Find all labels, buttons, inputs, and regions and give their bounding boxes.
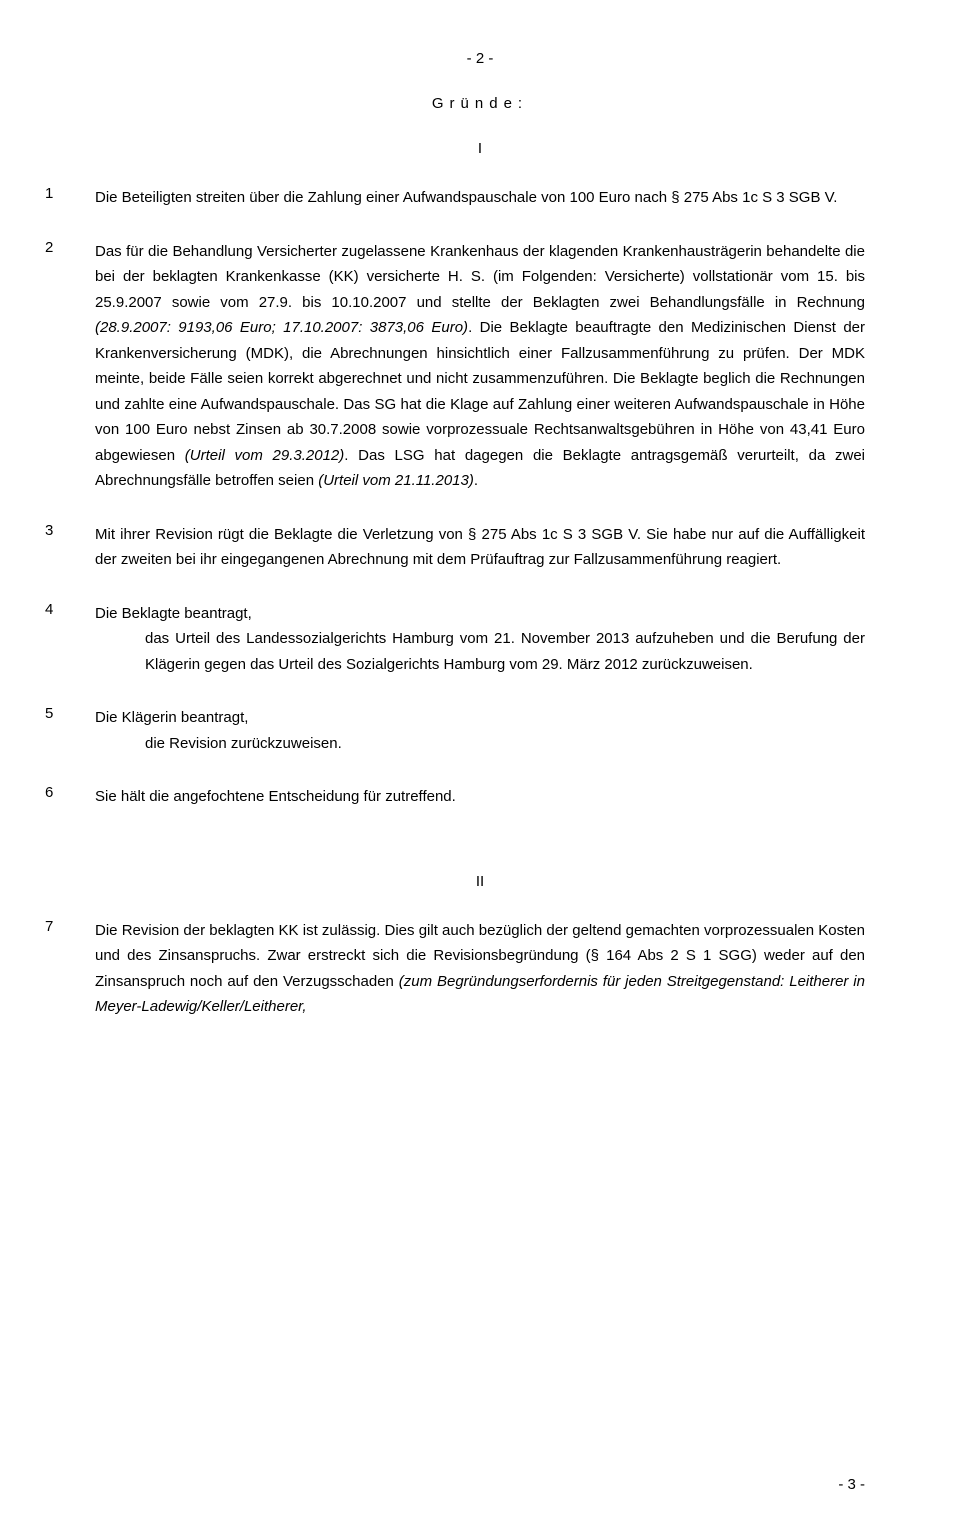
para-number: 5 [45, 705, 53, 722]
para-text-intro: Die Klägerin beantragt, [95, 705, 865, 731]
para-number: 7 [45, 918, 53, 935]
para-text: Die Revision der beklagten KK ist zuläss… [95, 918, 865, 1020]
case-citation: (28.9.2007: 9193,06 Euro; 17.10.2007: 38… [95, 319, 468, 336]
para-number: 2 [45, 239, 53, 256]
section-title: Gründe: [95, 95, 865, 112]
paragraph-1: 1 Die Beteiligten streiten über die Zahl… [95, 185, 865, 211]
para-text-body: das Urteil des Landessozialgerichts Hamb… [145, 626, 865, 677]
page-number-top: - 2 - [95, 50, 865, 67]
paragraph-7: 7 Die Revision der beklagten KK ist zulä… [95, 918, 865, 1020]
case-citation: (Urteil vom 29.3.2012) [185, 447, 345, 464]
paragraph-6: 6 Sie hält die angefochtene Entscheidung… [95, 784, 865, 810]
roman-numeral-2: II [95, 873, 865, 890]
para-text: Sie hält die angefochtene Entscheidung f… [95, 784, 865, 810]
para-number: 1 [45, 185, 53, 202]
case-citation: (Urteil vom 21.11.2013) [318, 472, 474, 489]
para-text-intro: Die Beklagte beantragt, [95, 601, 865, 627]
paragraph-5: 5 Die Klägerin beantragt, die Revision z… [95, 705, 865, 756]
paragraph-3: 3 Mit ihrer Revision rügt die Beklagte d… [95, 522, 865, 573]
para-number: 3 [45, 522, 53, 539]
roman-numeral-1: I [95, 140, 865, 157]
para-text-body: die Revision zurückzuweisen. [145, 731, 865, 757]
para-text: Die Beteiligten streiten über die Zahlun… [95, 185, 865, 211]
paragraph-4: 4 Die Beklagte beantragt, das Urteil des… [95, 601, 865, 678]
para-text: Das für die Behandlung Versicherter zuge… [95, 239, 865, 494]
para-number: 6 [45, 784, 53, 801]
para-number: 4 [45, 601, 53, 618]
page-number-bottom: - 3 - [838, 1476, 865, 1493]
para-text: Mit ihrer Revision rügt die Beklagte die… [95, 522, 865, 573]
paragraph-2: 2 Das für die Behandlung Versicherter zu… [95, 239, 865, 494]
